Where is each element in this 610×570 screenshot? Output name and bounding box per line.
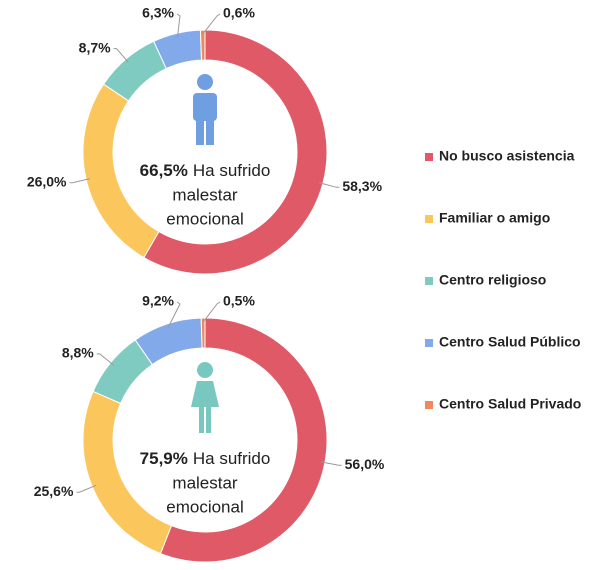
donut-segment [199,29,206,61]
legend-swatch [425,153,433,161]
center-line: emocional [166,209,244,228]
data-label: 58,3% [342,178,382,194]
leader-line [76,484,97,493]
data-label: 56,0% [345,456,385,472]
leader-line [69,178,91,184]
legend-label: Centro Salud Público [439,334,581,350]
data-label: 9,2% [142,293,174,309]
legend-swatch [425,277,433,285]
leader-line [318,182,340,188]
data-label: 0,6% [223,5,255,21]
center-line: Ha sufrido [193,449,270,468]
center-line: Ha sufrido [193,161,270,180]
icon-leg [196,119,204,145]
center-line: malestar [172,185,238,204]
legend-swatch [425,215,433,223]
female-icon [191,362,219,433]
icon-body [193,93,217,121]
center-text: 66,5% Ha sufrido [140,161,271,180]
leader-line [320,461,342,466]
data-label: 26,0% [27,173,67,189]
leader-line [176,13,181,38]
legend-swatch [425,339,433,347]
center-value: 75,9% [140,449,188,468]
data-label: 8,7% [79,39,111,55]
donut-segment [200,317,206,349]
legend-label: Centro religioso [439,272,546,288]
icon-head [197,362,213,378]
center-value: 66,5% [140,161,188,180]
data-label: 8,8% [62,345,94,361]
leader-line [113,48,129,63]
leader-line [202,13,221,35]
donut-segment [159,317,328,563]
icon-leg [206,119,214,145]
data-label: 6,3% [142,5,174,21]
icon-head [197,74,213,90]
icon-body [191,381,219,433]
legend-swatch [425,401,433,409]
data-label: 25,6% [34,483,74,499]
center-line: emocional [166,497,244,516]
leader-line [202,301,221,323]
donut-segment [143,29,328,275]
data-label: 0,5% [223,293,255,309]
donut-segment [82,390,173,555]
leader-line [96,353,114,366]
legend-label: Centro Salud Privado [439,396,581,412]
center-line: malestar [172,473,238,492]
legend-label: No busco asistencia [439,148,575,164]
center-text: 75,9% Ha sufrido [140,449,271,468]
leader-line [167,301,181,329]
male-icon [193,74,217,145]
legend-label: Familiar o amigo [439,210,550,226]
